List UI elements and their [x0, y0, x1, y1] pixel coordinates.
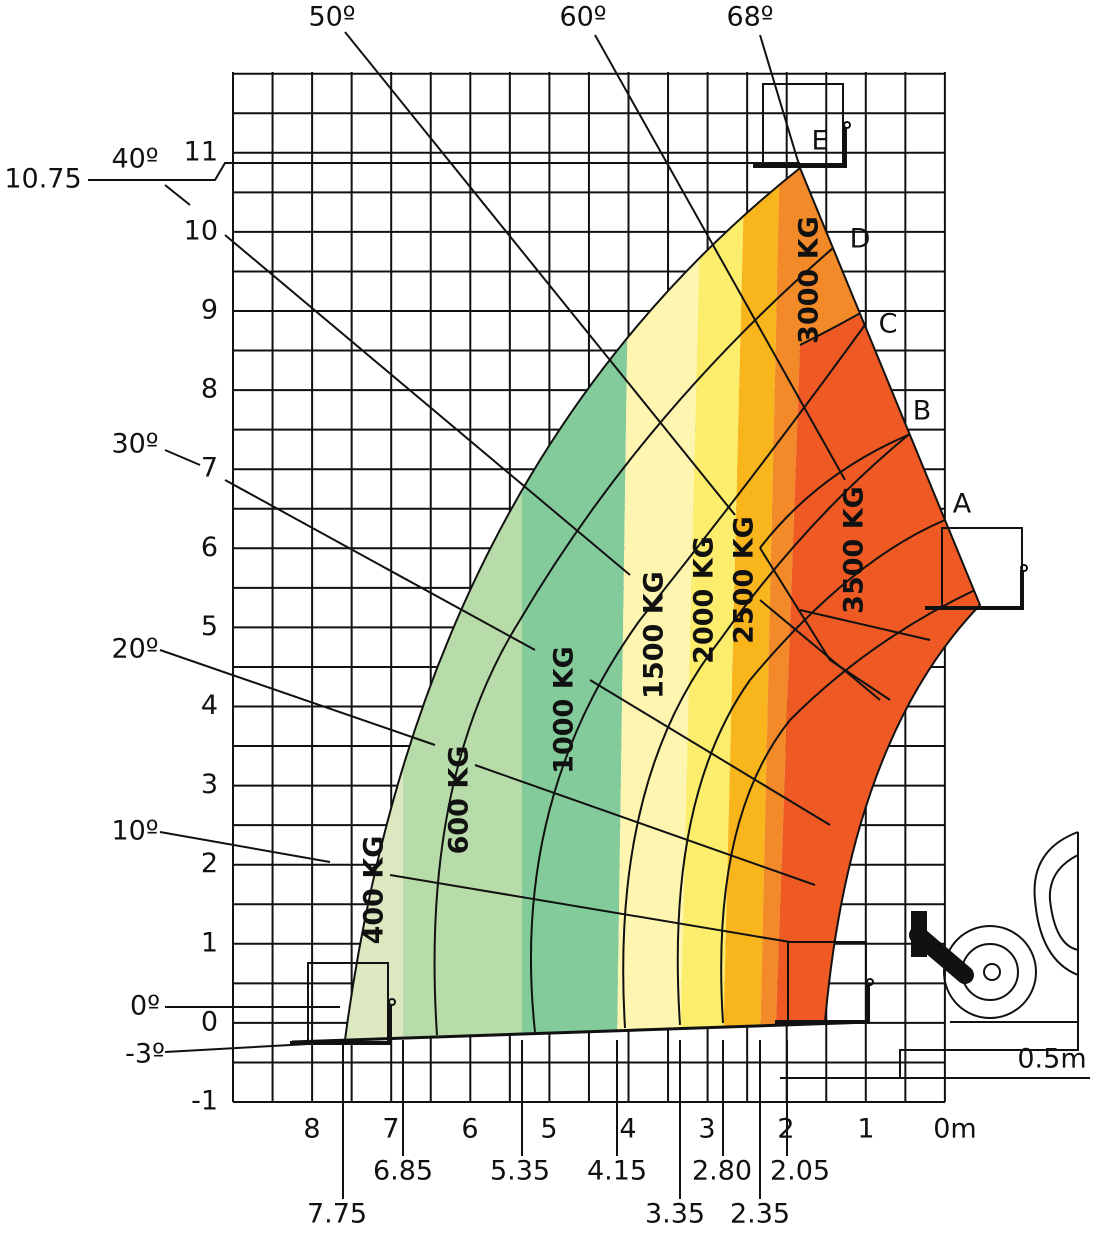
x-tick-label: 7 [382, 1114, 399, 1145]
angle-lines [88, 31, 871, 1053]
zone-3500 [775, 310, 980, 1040]
zone-400 [345, 168, 410, 1040]
position-label: B [913, 396, 932, 427]
x-tick-label: 0m [933, 1114, 976, 1145]
angle-label: 68º [726, 2, 773, 33]
y-tick-label: 7 [201, 453, 218, 484]
angle-label: -3º [125, 1039, 165, 1070]
angle-label: 0º [130, 991, 160, 1022]
x-tick-label: 3 [698, 1114, 715, 1145]
x-extra-label: 2.80 [692, 1156, 752, 1187]
y-tick-label: -1 [191, 1086, 218, 1117]
load-label: 2000 KG [689, 536, 720, 664]
angle-label: 10º [111, 816, 158, 847]
y-tick-label: 8 [201, 374, 218, 405]
x-extra-label: 3.35 [645, 1199, 705, 1230]
x-extra-label: 7.75 [307, 1199, 367, 1230]
x-tick-label: 1 [857, 1114, 874, 1145]
zone-1500 [617, 168, 702, 1040]
y-tick-label: 1 [201, 927, 218, 958]
load-label: 3000 KG [794, 216, 825, 344]
x-extra-label: 2.35 [730, 1199, 790, 1230]
load-label: 2500 KG [729, 516, 760, 644]
angle-label: 50º [308, 2, 355, 33]
position-label: C [879, 309, 898, 340]
x-tick-label: 5 [540, 1114, 557, 1145]
zone-1000 [522, 168, 630, 1040]
angle-label: 20º [111, 634, 158, 665]
position-label: E [811, 126, 828, 157]
zone-2500 [723, 168, 780, 1040]
angle-label: 40º [111, 144, 158, 175]
scale-label: 0.5m [1017, 1044, 1086, 1075]
angle-label: 30º [111, 429, 158, 460]
zone-2000 [680, 168, 745, 1040]
y-tick-label: 3 [201, 769, 218, 800]
load-label: 1000 KG [549, 646, 580, 774]
y-tick-label: 4 [201, 690, 218, 721]
load-label: 400 KG [359, 836, 390, 945]
load-label: 600 KG [444, 746, 475, 855]
zone-600 [403, 168, 522, 1040]
x-extra-label: 4.15 [587, 1156, 647, 1187]
y-tick-label: 0 [201, 1006, 218, 1037]
x-tick-label: 6 [461, 1114, 478, 1145]
load-curves [433, 224, 976, 1036]
x-tick-label: 4 [619, 1114, 636, 1145]
baskets [290, 83, 1028, 1045]
y-tick-label: 2 [201, 848, 218, 879]
position-label: A [953, 489, 972, 520]
x-extra-label: 6.85 [373, 1156, 433, 1187]
y-tick-label: 5 [201, 611, 218, 642]
position-label: D [850, 224, 871, 255]
y-tick-label: 9 [201, 295, 218, 326]
height-label: 10.75 [4, 164, 81, 195]
x-extra-label: 2.05 [770, 1156, 830, 1187]
x-extra-label: 5.35 [490, 1156, 550, 1187]
load-label: 3500 KG [839, 486, 870, 614]
load-label: 1500 KG [639, 571, 670, 699]
y-tick-label: 11 [184, 136, 218, 167]
angle-label: 60º [559, 2, 606, 33]
vehicle [780, 831, 1090, 1079]
y-tick-label: 6 [201, 532, 218, 563]
y-tick-label: 10 [184, 215, 218, 246]
x-tick-label: 8 [303, 1114, 320, 1145]
